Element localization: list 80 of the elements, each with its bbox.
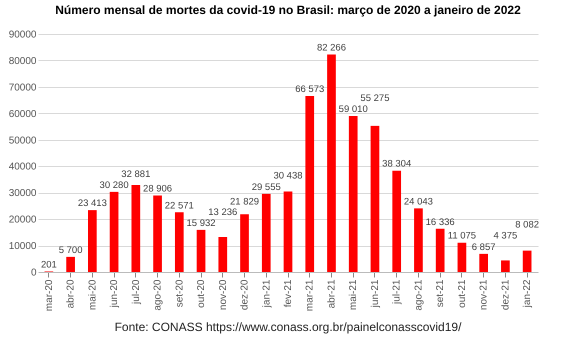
bar — [110, 192, 118, 272]
x-tick-label: abr-20 — [66, 279, 77, 308]
bar — [327, 54, 336, 272]
chart-title: Número mensal de mortes da covid-19 no Brasil: março de 2020 a janeiro de 2022 — [55, 3, 522, 17]
bar — [196, 230, 206, 272]
x-tick-label: ago-20 — [152, 279, 164, 311]
x-tick-label: jun-20 — [109, 279, 120, 308]
data-label: 13 236 — [208, 207, 238, 218]
data-label: 29 555 — [252, 182, 281, 193]
data-label: 5 700 — [58, 244, 82, 256]
y-tick-label: 40000 — [8, 162, 37, 173]
x-tick-label: jul-21 — [392, 279, 403, 305]
data-label: 6 857 — [472, 242, 496, 253]
y-tick-label: 70000 — [8, 82, 37, 94]
x-tick-label: fev-21 — [283, 279, 294, 308]
data-label: 55 275 — [360, 92, 390, 104]
x-tick-label: jul-20 — [130, 279, 142, 305]
bar — [479, 254, 488, 272]
data-label: 24 043 — [404, 196, 433, 208]
data-label: 82 266 — [316, 42, 346, 54]
x-tick-label: jan-21 — [261, 279, 272, 308]
bar — [370, 126, 380, 272]
y-tick-label: 20000 — [8, 214, 37, 226]
data-label: 22 571 — [164, 200, 194, 212]
x-tick-label: out-20 — [196, 279, 208, 308]
data-label: 66 573 — [295, 84, 324, 95]
bar — [218, 237, 228, 272]
data-label: 59 010 — [338, 104, 368, 115]
bar — [436, 228, 445, 272]
bar — [240, 214, 249, 272]
bar — [458, 242, 466, 272]
data-label: 16 336 — [426, 216, 455, 228]
bar — [88, 210, 97, 272]
bar — [284, 192, 292, 272]
x-tick-label: set-21 — [435, 279, 446, 308]
data-label: 4 375 — [494, 230, 518, 242]
bar — [522, 250, 532, 272]
data-label: 8 082 — [515, 220, 540, 231]
bar — [131, 185, 140, 272]
source-note: Fonte: CONASS https://www.conass.org.br/painelconasscovid19/ — [114, 320, 462, 334]
y-tick-label: 0 — [30, 268, 37, 278]
x-tick-label: ago-21 — [413, 279, 424, 311]
x-tick-label: nov-20 — [218, 279, 229, 310]
data-label: 201 — [40, 259, 57, 270]
bar — [174, 212, 184, 272]
bar — [348, 116, 358, 272]
bar — [392, 170, 402, 272]
bar — [305, 96, 314, 272]
data-label: 32 881 — [121, 169, 150, 180]
x-tick-label: set-20 — [174, 279, 186, 308]
bar — [66, 256, 75, 272]
x-tick-label: mai-21 — [348, 279, 360, 310]
data-label: 23 413 — [78, 198, 107, 210]
x-tick-label: dez-20 — [240, 279, 251, 310]
x-tick-label: mar-20 — [44, 279, 55, 312]
bar — [414, 208, 423, 272]
bar — [153, 196, 162, 272]
data-label: 11 075 — [448, 230, 476, 242]
data-label: 15 932 — [186, 218, 216, 229]
x-tick-label: mar-21 — [304, 279, 316, 312]
x-tick-label: mai-20 — [87, 279, 98, 310]
bar — [262, 194, 271, 272]
x-tick-label: dez-21 — [500, 279, 512, 310]
x-tick-label: jan-22 — [522, 279, 534, 308]
data-label: 30 438 — [273, 170, 303, 182]
y-tick-label: 80000 — [8, 56, 37, 67]
bar — [501, 260, 510, 272]
y-tick-label: 60000 — [8, 108, 37, 120]
y-tick-label: 90000 — [8, 30, 37, 40]
x-tick-label: out-21 — [456, 279, 468, 308]
x-tick-label: jun-21 — [370, 279, 381, 308]
data-label: 21 829 — [230, 196, 260, 208]
y-tick-label: 50000 — [8, 135, 37, 146]
data-label: 28 906 — [143, 184, 172, 195]
data-label: 30 280 — [100, 180, 129, 191]
data-label: 38 304 — [382, 158, 412, 170]
y-tick-label: 30000 — [8, 188, 37, 200]
x-tick-label: abr-21 — [326, 279, 338, 308]
y-tick-label: 10000 — [8, 241, 37, 252]
x-tick-label: nov-21 — [478, 279, 490, 310]
